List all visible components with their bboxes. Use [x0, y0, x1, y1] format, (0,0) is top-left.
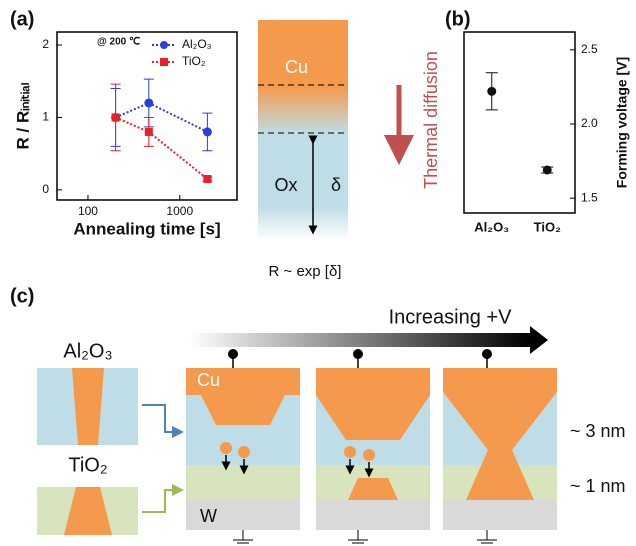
- marker: [112, 113, 120, 121]
- annotation: @ 200 ℃: [97, 37, 140, 48]
- y-tick-label: 0: [42, 182, 49, 196]
- plot-frame: [57, 32, 237, 200]
- figure: Cu Ox δ Thermal diffusion R ~ exp [δ] (c…: [0, 0, 636, 546]
- al2o3-label: Al₂O₃: [63, 340, 112, 362]
- marker: [144, 98, 153, 107]
- panel-label: (c): [10, 285, 34, 307]
- relation-label: R ~ exp [δ]: [269, 263, 342, 280]
- series-line: [116, 117, 208, 179]
- y-tick-label: 2.0: [581, 116, 598, 130]
- cu-label: Cu: [285, 57, 308, 77]
- w-electrode-label: W: [200, 506, 217, 526]
- plot-frame: [464, 32, 575, 213]
- filament-diagram: (c) Increasing +V Al₂O₃ TiO₂ Cu W: [10, 285, 626, 543]
- point: [543, 165, 552, 174]
- tio2-label: TiO₂: [68, 454, 107, 476]
- increasing-label: Increasing +V: [389, 306, 513, 328]
- y-tick-label: 2: [42, 37, 49, 51]
- panel-label: (a): [10, 8, 34, 30]
- marker: [145, 128, 153, 136]
- legend-marker: [160, 41, 168, 49]
- marker: [203, 175, 211, 183]
- x-tick-label: Al₂O₃: [474, 219, 509, 234]
- diffusion-label: Thermal diffusion: [421, 51, 441, 189]
- legend-label: Al₂O₃: [182, 37, 212, 51]
- point: [487, 87, 496, 96]
- legend-label: TiO₂: [182, 54, 206, 68]
- y-tick-label: 2.5: [581, 42, 598, 56]
- ox-label: Ox: [274, 175, 297, 195]
- y-tick-label: 1: [42, 110, 49, 124]
- cu-electrode-label: Cu: [197, 370, 220, 390]
- x-tick-label: 100: [78, 204, 98, 218]
- marker: [203, 127, 212, 136]
- x-axis-label: Annealing time [s]: [73, 219, 220, 238]
- legend-marker: [160, 58, 168, 66]
- y-tick-label: 1.5: [581, 190, 598, 204]
- thick-label: ~ 3 nm: [570, 421, 626, 441]
- series-line: [116, 103, 208, 132]
- delta-label: δ: [331, 175, 341, 195]
- thin-label: ~ 1 nm: [570, 476, 626, 496]
- x-tick-label: TiO₂: [534, 219, 561, 234]
- diffusion-diagram: Cu Ox δ Thermal diffusion R ~ exp [δ]: [258, 20, 441, 280]
- x-tick-label: 1000: [166, 204, 193, 218]
- panel-label: (b): [445, 8, 471, 30]
- y-axis-label: R / Rᵢₙᵢₜᵢₐₗ: [13, 82, 32, 149]
- y-axis-label: Forming voltage [V]: [614, 57, 630, 188]
